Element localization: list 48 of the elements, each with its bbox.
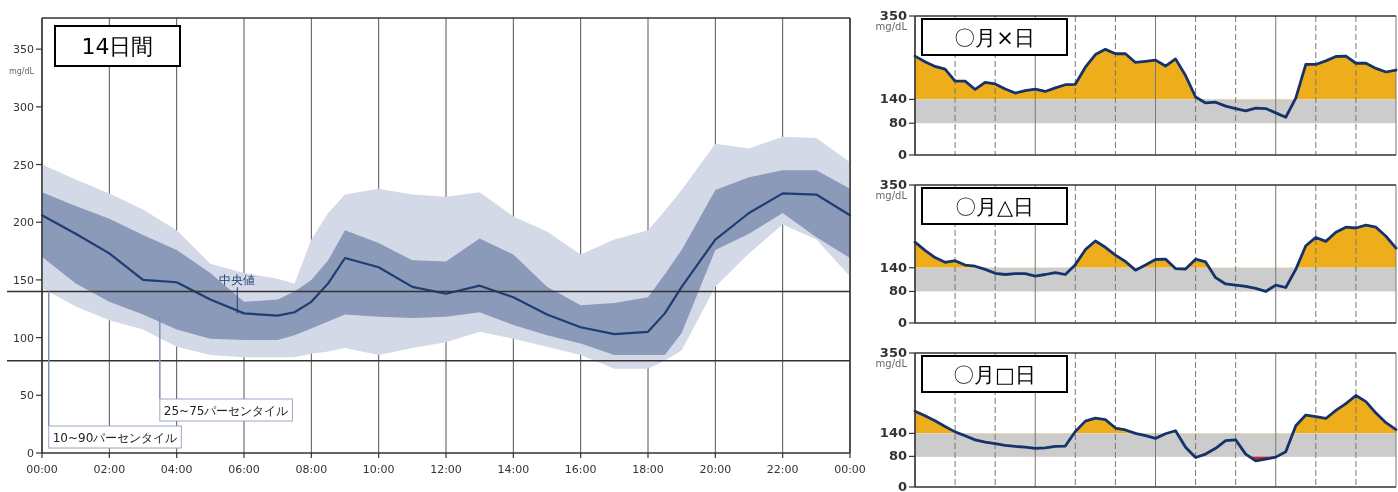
y-tick-label: 300 — [13, 100, 34, 114]
y-tick-label: 150 — [13, 273, 34, 287]
y-tick-label: 0 — [897, 315, 907, 330]
line-series — [913, 394, 1398, 463]
x-tick-label: 20:00 — [699, 463, 732, 476]
y-tick-label: 0 — [27, 447, 34, 460]
line-series — [913, 223, 1398, 293]
text: 〇月×日 — [954, 25, 1035, 50]
y-tick-label: 200 — [13, 216, 34, 230]
x-tick-label: 14:00 — [497, 463, 530, 476]
x-tick-label: 10:00 — [362, 463, 395, 476]
y-tick-label: 80 — [888, 448, 907, 464]
x-tick-label: 22:00 — [766, 463, 799, 476]
text: 14日間 — [81, 33, 154, 59]
y-axis-title: mg/dL — [875, 190, 908, 201]
x-tick-label: 00:00 — [834, 463, 866, 476]
y-tick-label: 350 — [13, 43, 34, 57]
y-tick-label: 80 — [888, 115, 907, 131]
y-tick-label: 350 — [879, 177, 907, 192]
x-tick-label: 04:00 — [160, 463, 193, 476]
y-tick-label: 350 — [879, 8, 907, 23]
x-tick-label: 12:00 — [430, 463, 462, 476]
text: 〇月△日 — [954, 194, 1035, 219]
annotation: 25~75パーセンタイル — [163, 404, 289, 418]
y-tick-label: 250 — [13, 158, 34, 172]
line-series — [913, 47, 1398, 119]
x-tick-label: 08:00 — [295, 463, 328, 476]
y-tick-label: 140 — [879, 259, 907, 275]
x-tick-label: 02:00 — [93, 463, 126, 476]
annotation: 中央値 — [219, 273, 256, 288]
y-axis-title: mg/dL — [875, 358, 908, 369]
y-tick-label: 0 — [897, 147, 907, 162]
text: 〇月□日 — [953, 362, 1036, 387]
y-tick-label: 50 — [20, 389, 34, 403]
x-tick-label: 00:00 — [26, 463, 58, 476]
y-tick-label: 140 — [879, 425, 907, 441]
x-tick-label: 18:00 — [632, 463, 664, 476]
y-tick-label: 100 — [13, 331, 34, 345]
y-axis-title: mg/dL — [875, 21, 908, 32]
y-tick-label: 350 — [879, 345, 907, 360]
y-tick-label: 140 — [879, 91, 907, 107]
x-tick-label: 16:00 — [564, 463, 597, 476]
x-tick-label: 06:00 — [228, 463, 260, 476]
y-tick-label: 80 — [888, 283, 907, 299]
y-axis-title: mg/dL — [8, 67, 35, 76]
y-tick-label: 0 — [897, 479, 907, 492]
line-series — [40, 192, 852, 336]
annotation: 10~90パーセンタイル — [52, 431, 178, 445]
